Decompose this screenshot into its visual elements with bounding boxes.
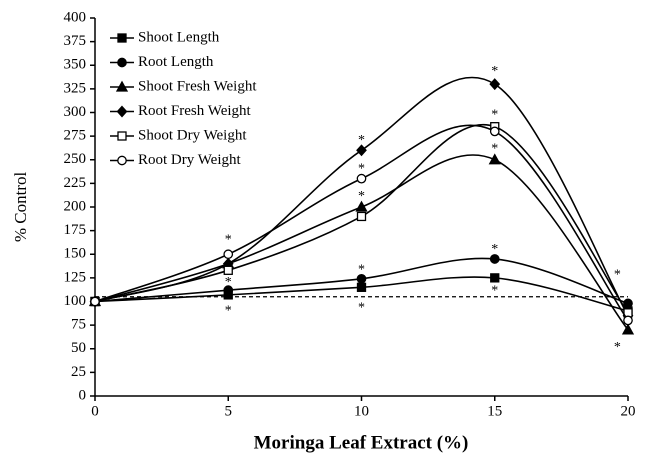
y-tick-label: 75 xyxy=(71,317,86,333)
legend-label: Root Fresh Weight xyxy=(138,103,252,119)
data-point xyxy=(623,298,633,309)
legend-label: Root Dry Weight xyxy=(138,152,242,168)
y-tick-label: 125 xyxy=(64,269,87,285)
series-line xyxy=(94,123,629,314)
y-tick-label: 100 xyxy=(64,293,87,309)
x-tick-label: 10 xyxy=(354,403,369,419)
annotation: * xyxy=(491,64,498,79)
x-tick-label: 20 xyxy=(621,403,636,419)
y-tick-label: 375 xyxy=(64,33,87,49)
data-point xyxy=(90,296,100,307)
annotation: * xyxy=(225,232,232,247)
annotation: * xyxy=(614,340,621,355)
y-tick-label: 275 xyxy=(64,128,87,144)
annotation: * xyxy=(491,283,498,298)
data-point xyxy=(488,153,501,165)
annotation: * xyxy=(491,242,498,257)
x-tick-label: 0 xyxy=(91,403,99,419)
y-tick-label: 350 xyxy=(64,57,87,73)
data-point xyxy=(355,200,368,212)
data-point xyxy=(489,254,500,264)
data-point xyxy=(223,285,234,296)
y-tick-label: 300 xyxy=(64,104,87,120)
annotation: * xyxy=(614,267,621,282)
series-line xyxy=(94,154,629,331)
annotation: * xyxy=(491,108,498,123)
legend-label: Root Length xyxy=(138,54,214,70)
annotation: * xyxy=(358,162,365,177)
data-point xyxy=(621,323,635,335)
data-point xyxy=(356,273,367,284)
y-tick-label: 50 xyxy=(71,340,86,356)
data-point xyxy=(356,282,367,292)
y-tick-label: 0 xyxy=(79,387,87,403)
legend-marker xyxy=(117,57,127,68)
data-point xyxy=(623,315,633,326)
legend-marker xyxy=(116,105,128,118)
y-tick-label: 250 xyxy=(64,151,87,167)
data-point xyxy=(490,273,500,283)
x-tick-label: 15 xyxy=(487,403,502,419)
annotation: * xyxy=(358,263,365,278)
legend-label: Shoot Fresh Weight xyxy=(138,78,257,94)
y-tick-label: 225 xyxy=(64,175,87,191)
x-axis-title: Moringa Leaf Extract (%) xyxy=(254,432,469,453)
series-line xyxy=(94,124,629,321)
data-point xyxy=(223,265,233,275)
data-point xyxy=(356,211,367,222)
annotation: * xyxy=(225,275,232,290)
data-point xyxy=(356,173,367,184)
y-tick-label: 150 xyxy=(64,246,87,262)
annotation: * xyxy=(358,300,365,315)
legend-marker xyxy=(117,155,127,166)
series-line xyxy=(94,76,629,317)
y-tick-label: 175 xyxy=(64,222,87,238)
legend-label: Shoot Length xyxy=(138,29,220,45)
data-point xyxy=(223,249,234,260)
x-tick-label: 5 xyxy=(225,403,233,419)
y-axis-title: % Control xyxy=(11,172,30,243)
y-tick-label: 200 xyxy=(64,198,87,214)
data-point xyxy=(356,144,367,157)
annotation: * xyxy=(225,303,232,318)
data-point xyxy=(489,126,500,137)
y-tick-label: 325 xyxy=(64,80,87,96)
annotation: * xyxy=(491,142,498,157)
y-tick-label: 25 xyxy=(71,364,86,380)
legend-marker xyxy=(117,33,127,43)
legend-marker xyxy=(117,131,127,141)
y-tick-label: 400 xyxy=(64,9,87,25)
data-point xyxy=(489,78,501,91)
annotation: * xyxy=(358,133,365,148)
annotation: * xyxy=(358,189,365,204)
legend-marker xyxy=(115,80,129,92)
legend-label: Shoot Dry Weight xyxy=(138,127,247,143)
